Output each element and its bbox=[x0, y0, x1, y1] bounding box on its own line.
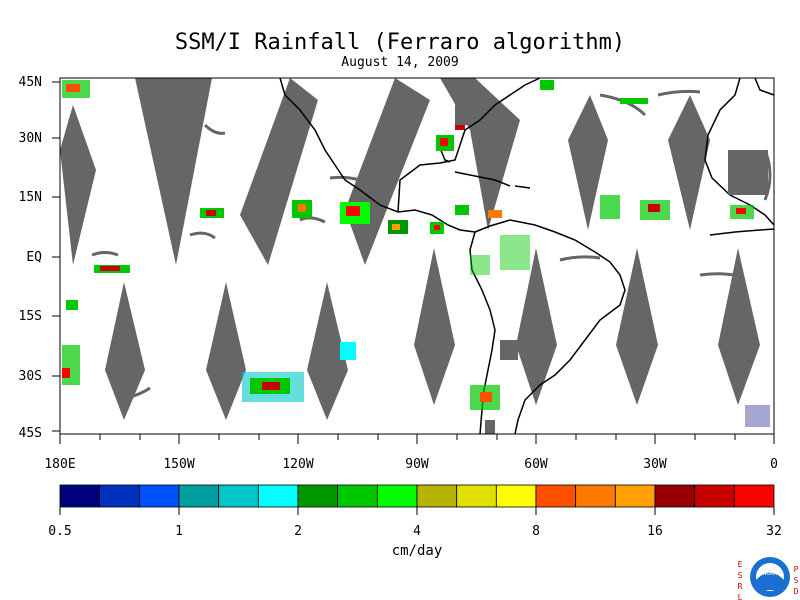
colorbar-swatch bbox=[138, 484, 180, 508]
logo-letter-p: P bbox=[794, 565, 799, 574]
longitude-labels: 180E 150W 120W 90W 60W 30W 0 bbox=[44, 457, 778, 472]
colorbar-label-0-5: 0.5 bbox=[48, 524, 71, 539]
colorbar-label-4: 4 bbox=[413, 524, 421, 539]
colorbar-swatch bbox=[257, 484, 299, 508]
colorbar-label-32: 32 bbox=[766, 524, 782, 539]
colorbar-label-16: 16 bbox=[647, 524, 663, 539]
map-title: SSM/I Rainfall (Ferraro algorithm) bbox=[174, 30, 626, 55]
latitude-labels: 45N 30N 15N EQ 15S 30S 45S bbox=[19, 75, 43, 441]
map-subtitle: August 14, 2009 bbox=[341, 55, 459, 70]
colorbar-swatch bbox=[337, 484, 378, 508]
logo-center-text: NOAA bbox=[763, 570, 778, 577]
lon-label-0: 0 bbox=[770, 457, 778, 472]
colorbar-label-1: 1 bbox=[175, 524, 183, 539]
lat-label-15n: 15N bbox=[19, 190, 42, 205]
lat-label-15s: 15S bbox=[19, 309, 42, 324]
colorbar-swatch bbox=[59, 484, 101, 508]
colorbar-swatch bbox=[218, 484, 259, 508]
logo-letter-s2: S bbox=[794, 576, 799, 585]
logo-letter-e: E bbox=[738, 560, 743, 569]
colorbar-label-8: 8 bbox=[532, 524, 540, 539]
logo-letter-d: D bbox=[794, 587, 799, 596]
rainfall-cells bbox=[62, 80, 770, 434]
colorbar-swatch bbox=[575, 484, 616, 508]
colorbar-swatch bbox=[733, 484, 775, 508]
colorbar-label-2: 2 bbox=[294, 524, 302, 539]
lon-label-150w: 150W bbox=[163, 457, 194, 472]
colorbar-swatch bbox=[297, 484, 339, 508]
longitude-ticks bbox=[59, 434, 775, 444]
lon-label-90w: 90W bbox=[405, 457, 429, 472]
noaa-logo: NOAA E S R L P S D bbox=[738, 557, 799, 600]
latitude-ticks bbox=[52, 81, 60, 432]
lon-label-180e: 180E bbox=[44, 457, 75, 472]
colorbar-swatch bbox=[178, 484, 220, 508]
swath-gaps bbox=[60, 78, 772, 420]
lat-label-30s: 30S bbox=[19, 369, 42, 384]
lon-label-120w: 120W bbox=[282, 457, 313, 472]
colorbar-unit: cm/day bbox=[392, 543, 443, 559]
colorbar-swatch bbox=[376, 484, 418, 508]
colorbar-swatch bbox=[99, 484, 140, 508]
colorbar-swatch bbox=[456, 484, 497, 508]
lat-label-45s: 45S bbox=[19, 426, 42, 441]
logo-letter-r: R bbox=[738, 582, 743, 591]
lon-label-60w: 60W bbox=[524, 457, 548, 472]
colorbar-swatch bbox=[654, 484, 696, 508]
lat-label-eq: EQ bbox=[26, 250, 42, 265]
colorbar-swatch bbox=[535, 484, 577, 508]
colorbar-swatch bbox=[495, 484, 537, 508]
colorbar-swatch bbox=[614, 484, 656, 508]
lon-label-30w: 30W bbox=[643, 457, 667, 472]
colorbar bbox=[59, 484, 775, 515]
logo-letter-l: L bbox=[738, 593, 743, 600]
colorbar-swatch bbox=[694, 484, 735, 508]
lat-label-30n: 30N bbox=[19, 131, 42, 146]
colorbar-swatch bbox=[416, 484, 458, 508]
colorbar-tick-labels: 0.5 1 2 4 8 16 32 bbox=[48, 524, 782, 539]
lat-label-45n: 45N bbox=[19, 75, 42, 90]
map-area bbox=[59, 77, 775, 435]
logo-letter-s: S bbox=[738, 571, 743, 580]
